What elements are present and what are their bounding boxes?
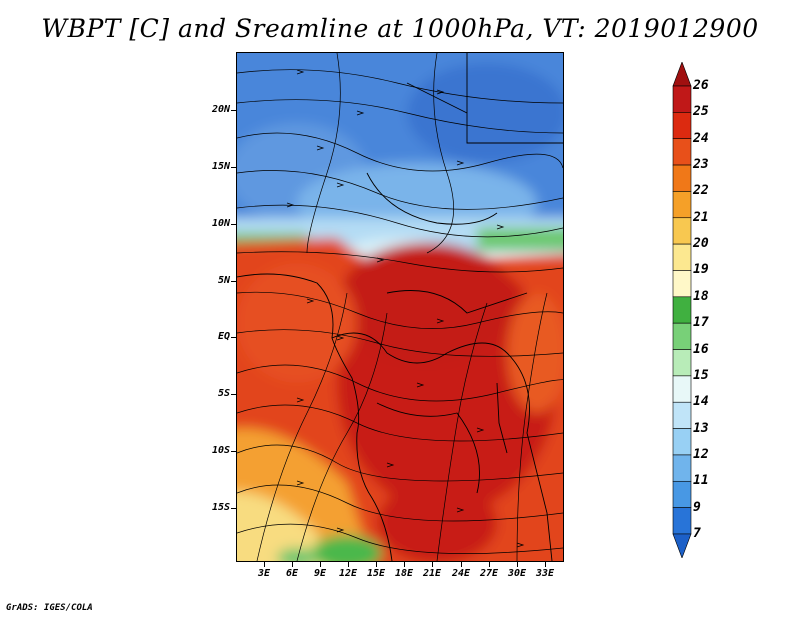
lon-tick bbox=[376, 562, 377, 567]
lat-tick bbox=[231, 281, 236, 282]
lon-label-18e: 18E bbox=[394, 568, 414, 579]
lat-label-10n: 10N bbox=[211, 218, 230, 229]
lat-tick bbox=[231, 394, 236, 395]
lon-tick bbox=[489, 562, 490, 567]
colorbar-label: 20 bbox=[693, 236, 709, 252]
colorbar-label: 15 bbox=[693, 367, 709, 383]
lat-label-5s: 5S bbox=[217, 388, 230, 399]
colorbar-label: 14 bbox=[693, 394, 709, 410]
colorbar-bin bbox=[672, 191, 692, 219]
colorbar-label: 22 bbox=[693, 183, 709, 199]
lon-label-6e: 6E bbox=[285, 568, 299, 579]
colorbar-label: 18 bbox=[693, 288, 709, 304]
lat-tick bbox=[231, 337, 236, 338]
lon-label-3e: 3E bbox=[257, 568, 271, 579]
wbpt-field bbox=[237, 53, 563, 561]
colorbar-label: 12 bbox=[693, 446, 709, 462]
lat-label-20n: 20N bbox=[211, 104, 230, 115]
colorbar-label: 16 bbox=[693, 341, 709, 357]
streamlines bbox=[237, 53, 563, 561]
colorbar-bin bbox=[672, 428, 692, 456]
lat-tick bbox=[231, 224, 236, 225]
colorbar-bin bbox=[672, 243, 692, 271]
colorbar-bin bbox=[672, 296, 692, 324]
lon-tick bbox=[461, 562, 462, 567]
colorbar-bin bbox=[672, 507, 692, 535]
lon-label-30e: 30E bbox=[507, 568, 527, 579]
lon-tick bbox=[545, 562, 546, 567]
lat-label-15s: 15S bbox=[211, 502, 230, 513]
colorbar-bin bbox=[672, 270, 692, 298]
colorbar-label: 17 bbox=[693, 315, 709, 331]
lon-tick bbox=[348, 562, 349, 567]
colorbar-bin bbox=[672, 322, 692, 350]
colorbar-bin bbox=[672, 217, 692, 245]
colorbar-label: 25 bbox=[693, 104, 709, 120]
lon-label-12e: 12E bbox=[338, 568, 358, 579]
colorbar-bin bbox=[672, 480, 692, 508]
lon-tick bbox=[292, 562, 293, 567]
lon-tick bbox=[432, 562, 433, 567]
colorbar-label: 24 bbox=[693, 130, 709, 146]
lat-tick bbox=[231, 451, 236, 452]
colorbar-bin bbox=[672, 375, 692, 403]
lon-label-15e: 15E bbox=[366, 568, 386, 579]
lat-label-eq: EQ bbox=[217, 331, 230, 342]
colorbar-label: 11 bbox=[693, 473, 709, 489]
lat-tick bbox=[231, 110, 236, 111]
colorbar-bin bbox=[672, 112, 692, 140]
lon-label-24e: 24E bbox=[451, 568, 471, 579]
colorbar bbox=[672, 62, 692, 558]
lon-label-27e: 27E bbox=[479, 568, 499, 579]
colorbar-bin bbox=[672, 62, 692, 87]
stream-arrows bbox=[286, 69, 525, 548]
lon-label-33e: 33E bbox=[535, 568, 555, 579]
lat-label-5n: 5N bbox=[217, 275, 230, 286]
lat-tick bbox=[231, 167, 236, 168]
lon-label-21e: 21E bbox=[422, 568, 442, 579]
lat-label-10s: 10S bbox=[211, 445, 230, 456]
colorbar-bin bbox=[672, 454, 692, 482]
colorbar-label: 21 bbox=[693, 209, 709, 225]
colorbar-label: 23 bbox=[693, 157, 709, 173]
lon-tick bbox=[404, 562, 405, 567]
colorbar-label: 7 bbox=[693, 526, 701, 541]
colorbar-label: 13 bbox=[693, 420, 709, 436]
lon-tick bbox=[264, 562, 265, 567]
grads-credit: GrADS: IGES/COLA bbox=[6, 603, 93, 613]
lon-label-9e: 9E bbox=[313, 568, 327, 579]
colorbar-bin bbox=[672, 349, 692, 377]
coastlines bbox=[237, 53, 563, 561]
colorbar-bin bbox=[672, 138, 692, 166]
lon-tick bbox=[320, 562, 321, 567]
colorbar-bin bbox=[672, 533, 692, 558]
colorbar-bin bbox=[672, 164, 692, 192]
colorbar-bin bbox=[672, 401, 692, 429]
lat-label-15n: 15N bbox=[211, 161, 230, 172]
wbpt-map bbox=[236, 52, 564, 562]
colorbar-label: 19 bbox=[693, 262, 709, 278]
colorbar-bin bbox=[672, 85, 692, 113]
colorbar-label: 26 bbox=[693, 78, 709, 93]
map-title: WBPT [C] and Sreamline at 1000hPa, VT: 2… bbox=[41, 14, 759, 43]
lat-tick bbox=[231, 508, 236, 509]
colorbar-label: 9 bbox=[693, 499, 701, 515]
lon-tick bbox=[517, 562, 518, 567]
